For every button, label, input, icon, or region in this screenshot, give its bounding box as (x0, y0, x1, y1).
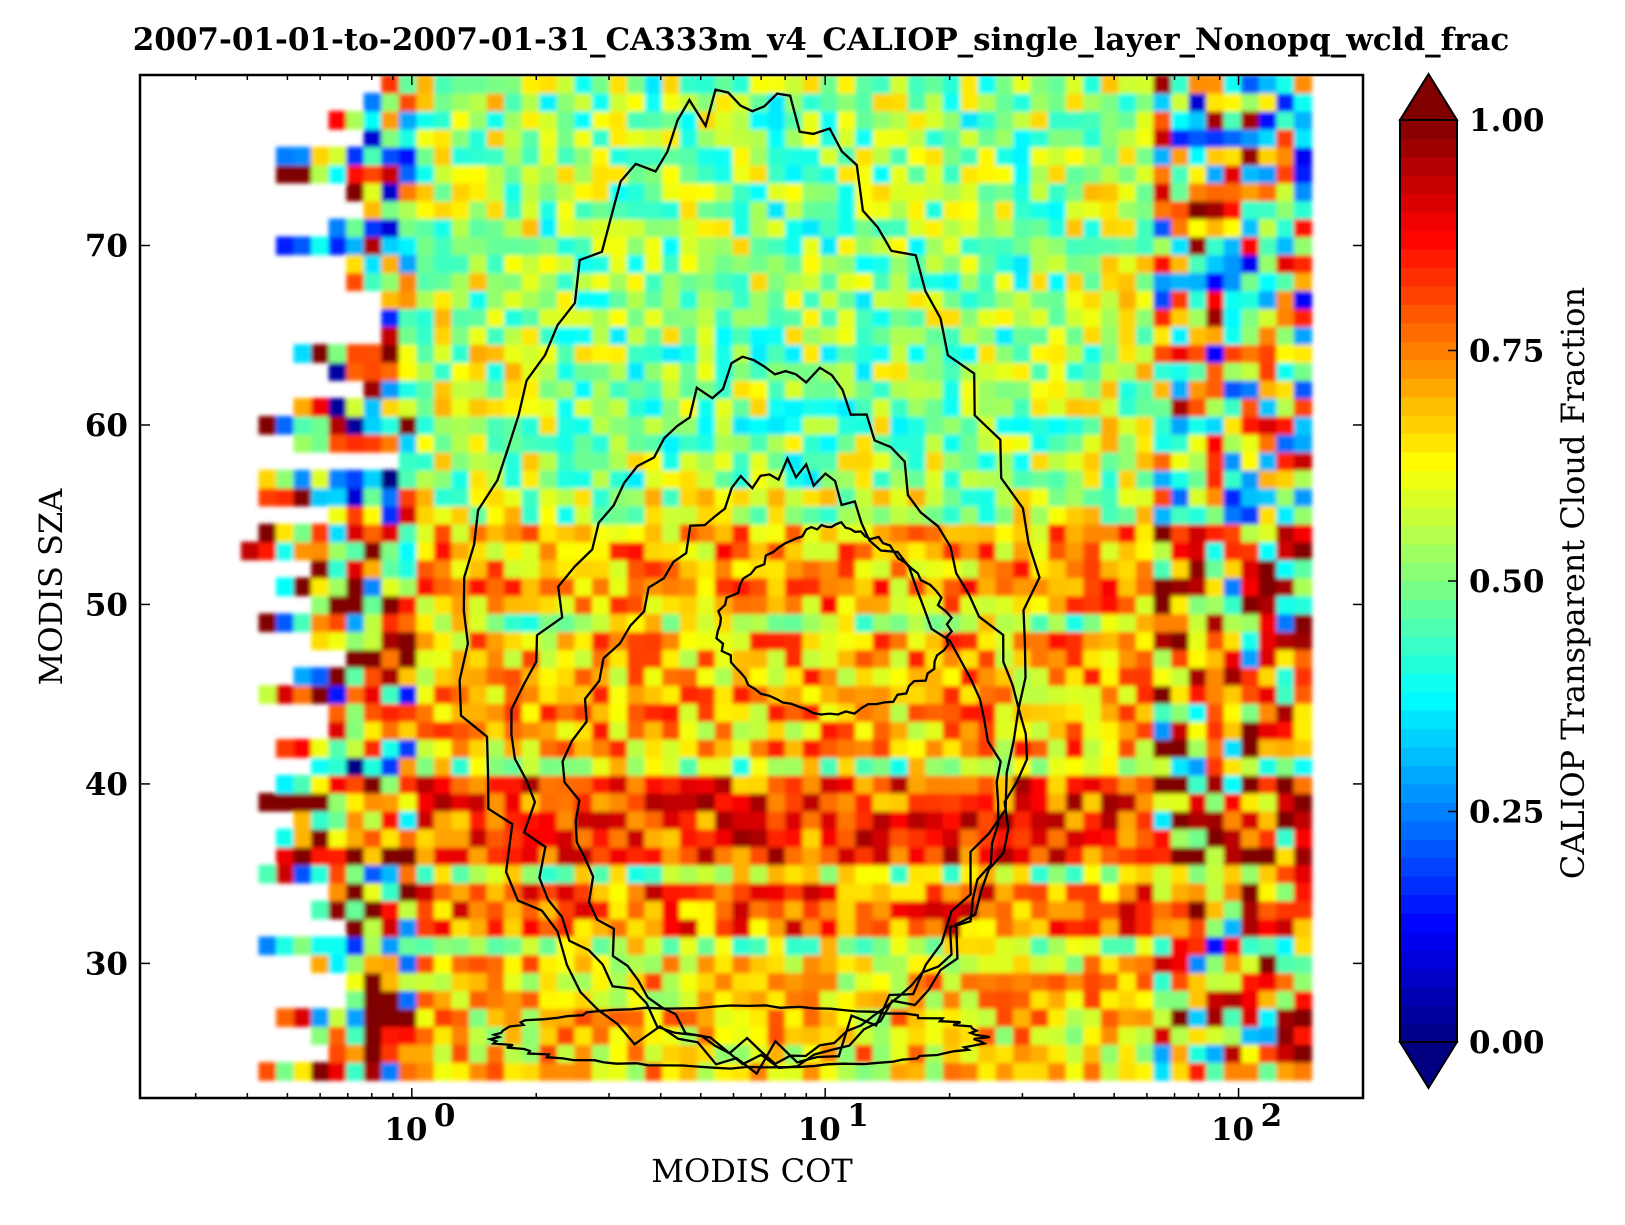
colorbar-segment (1400, 986, 1457, 1006)
x-tick-label: 10 (798, 1112, 841, 1148)
heatmap-field (240, 75, 1313, 1081)
colorbar-segment (1400, 156, 1457, 176)
contour-level-3 (561, 455, 1002, 1066)
colorbar-segment (1400, 359, 1457, 379)
colorbar-tick-label: 0.50 (1469, 564, 1545, 600)
y-axis-label: MODIS SZA (32, 488, 70, 686)
colorbar-segment (1400, 507, 1457, 527)
colorbar-segment (1400, 544, 1457, 564)
colorbar-segment (1400, 525, 1457, 545)
colorbar-segment (1400, 617, 1457, 637)
colorbar-segment (1400, 894, 1457, 914)
colorbar-segment (1400, 230, 1457, 250)
colorbar-segment (1400, 839, 1457, 859)
colorbar-segment (1400, 728, 1457, 748)
colorbar: 0.00 0.25 0.50 0.75 1.00 CALIOP Transparent … (1398, 72, 1592, 1090)
colorbar-tick-label: 1.00 (1469, 103, 1545, 139)
colorbar-segment (1400, 322, 1457, 342)
colorbar-segment (1400, 581, 1457, 601)
colorbar-segment (1400, 378, 1457, 398)
y-tick-label: 50 (85, 587, 128, 623)
colorbar-segment (1400, 968, 1457, 988)
colorbar-segment (1400, 1005, 1457, 1025)
contour-lines (458, 88, 1041, 1076)
colorbar-segment (1400, 488, 1457, 508)
colorbar-segment (1400, 396, 1457, 416)
colorbar-segment (1400, 636, 1457, 656)
y-tick-label: 60 (85, 408, 128, 444)
x-tick-label: 10 (1211, 1112, 1254, 1148)
colorbar-segment (1400, 691, 1457, 711)
colorbar-segment (1400, 341, 1457, 361)
y-tick-label: 70 (85, 229, 128, 265)
colorbar-segment (1400, 599, 1457, 619)
colorbar-segment (1400, 415, 1457, 435)
x-axis-ticks: 10 0 10 1 10 2 (194, 75, 1364, 1148)
colorbar-tick-label: 0.25 (1469, 795, 1545, 831)
colorbar-segment (1400, 267, 1457, 287)
x-tick-exponent: 0 (434, 1098, 456, 1134)
colorbar-segment (1400, 912, 1457, 932)
plot-frame (138, 73, 1365, 1100)
colorbar-segment (1400, 765, 1457, 785)
colorbar-segment (1400, 673, 1457, 693)
colorbar-segment (1400, 746, 1457, 766)
colorbar-segment (1400, 249, 1457, 269)
colorbar-tick-label: 0.00 (1469, 1025, 1545, 1061)
colorbar-segment (1400, 783, 1457, 803)
contour-level-1 (458, 88, 1041, 1076)
x-tick-label: 10 (384, 1112, 427, 1148)
y-tick-label: 40 (85, 767, 128, 803)
colorbar-segment (1400, 193, 1457, 213)
colorbar-segment (1400, 212, 1457, 232)
contour-level-4 (715, 520, 954, 716)
x-tick-exponent: 1 (847, 1098, 869, 1134)
y-axis-ticks: 30 40 50 60 70 (85, 229, 1363, 982)
colorbar-ticks: 0.00 0.25 0.50 0.75 1.00 (1448, 103, 1545, 1061)
y-tick-label: 30 (85, 946, 128, 982)
colorbar-extend-min (1398, 1041, 1459, 1090)
colorbar-segment (1400, 949, 1457, 969)
colorbar-segment (1400, 433, 1457, 453)
colorbar-segment (1400, 820, 1457, 840)
colorbar-segment (1400, 654, 1457, 674)
colorbar-tick-label: 0.75 (1469, 334, 1545, 370)
colorbar-segment (1400, 1023, 1457, 1043)
colorbar-segment (1400, 175, 1457, 195)
colorbar-segment (1400, 138, 1457, 158)
colorbar-segment (1400, 562, 1457, 582)
colorbar-segment (1400, 931, 1457, 951)
colorbar-segment (1400, 285, 1457, 305)
colorbar-segment (1400, 451, 1457, 471)
colorbar-extend-max (1398, 72, 1459, 121)
contour-level-5 (486, 1004, 991, 1070)
colorbar-segment (1400, 802, 1457, 822)
colorbar-segment (1400, 857, 1457, 877)
chart-title: 2007-01-01-to-2007-01-31_CA333m_v4_CALIO… (133, 22, 1510, 58)
colorbar-segment (1400, 710, 1457, 730)
colorbar-label: CALIOP Transparent Cloud Fraction (1554, 287, 1592, 879)
colorbar-segment (1400, 120, 1457, 140)
colorbar-segment (1400, 470, 1457, 490)
colorbar-segment (1400, 304, 1457, 324)
x-axis-label: MODIS COT (651, 1152, 853, 1190)
x-tick-exponent: 2 (1261, 1098, 1283, 1134)
colorbar-segment (1400, 876, 1457, 896)
